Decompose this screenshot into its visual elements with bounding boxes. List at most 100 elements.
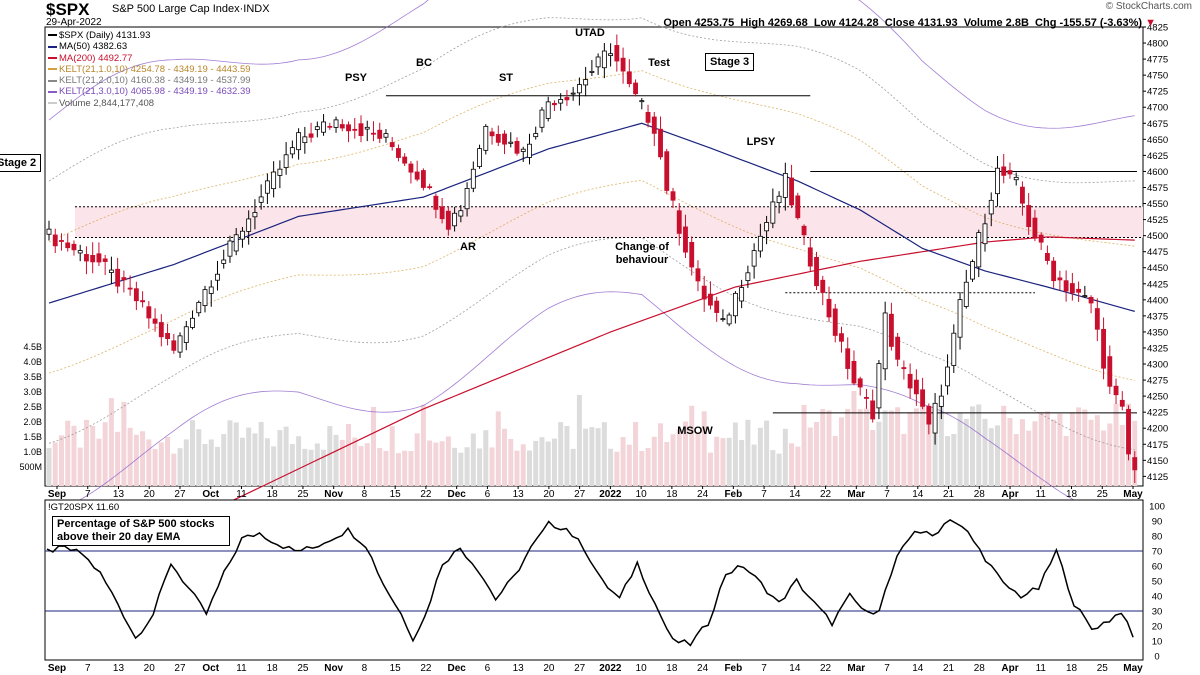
volume-bar [963,418,969,486]
volume-bar [820,409,826,486]
candle-body [452,212,458,227]
candle-body [127,287,133,290]
volume-tick-label: 4.5B [23,342,42,352]
candle-body [1101,328,1106,369]
volume-bar [96,438,102,486]
price-tick-label: 4550 [1147,199,1168,210]
candle-body [427,186,433,189]
candle-body [776,195,782,204]
price-tick-label: 4200 [1147,424,1168,435]
candle-body [470,168,476,189]
volume-bar [1069,412,1075,486]
x-tick-label: 8 [362,489,368,500]
volume-bar [127,427,133,486]
price-tick-label: 4775 [1147,55,1168,66]
candle-body [1107,356,1113,387]
x-tick-label: 20 [543,489,555,500]
volume-bar [77,447,83,486]
x-tick-label: 18 [267,663,279,674]
x-tick-label: 20 [543,663,555,674]
candle-body [1001,166,1007,176]
candle-body [864,397,869,399]
annotation-stage3: Stage 3 [705,53,755,71]
kelt1-band-upper [48,70,1135,247]
price-panel: 4125 4150 4175 4200 4225 4250 4275 4300 4325 4350… [19,0,1168,590]
x-tick-label: 7 [85,489,91,500]
price-tick-label: 4450 [1147,263,1168,274]
volume-bar [664,442,670,486]
volume-bar [202,443,208,486]
volume-bar [227,420,233,486]
candle-body [626,71,632,85]
support-resistance-zone [75,206,1143,238]
candle-body [439,206,445,220]
volume-bar [558,422,564,486]
volume-bar [102,422,108,486]
candle-body [1057,277,1063,281]
volume-bar [502,428,508,486]
volume-bar [377,447,383,486]
volume-bar [364,443,370,486]
annotation-stage2: Stage 2 [0,154,42,172]
price-tick-label: 4175 [1147,440,1168,451]
volume-bar [121,401,127,486]
volume-bar [976,404,982,486]
volume-bar [208,439,214,486]
candle-body [895,336,901,360]
x-tick-label: 25 [1097,663,1109,674]
volume-bar [945,436,951,486]
volume-bar [327,426,333,486]
x-tick-label: 27 [174,663,186,674]
indicator-tick-label: 30 [1152,607,1163,618]
volume-bar [982,418,988,486]
indicator-title: !GT20SPX 11.60 [48,502,120,513]
legend-swatch [48,68,57,71]
candle-body [601,50,607,69]
volume-bar [851,390,857,486]
volume-bar [620,437,626,486]
volume-bar [177,448,183,486]
annotation-test: Test [648,57,670,69]
credit: © StockCharts.com [1105,1,1192,12]
volume-bar [165,436,171,486]
candle-body [1044,252,1050,261]
volume-bar [1032,421,1038,486]
candle-body [1126,408,1131,455]
volume-bar [65,420,71,486]
volume-bar [433,442,439,486]
volume-bar [52,442,58,486]
candle-body [433,195,439,210]
volume-bar [1007,418,1013,486]
annotation-msow: MSOW [677,425,713,437]
kelt3-band-lower [48,291,1135,520]
volume-bar [539,437,545,486]
volume-bar [489,447,495,486]
legend-swatch [48,45,57,48]
kelt2-band-lower [48,236,1135,450]
volume-bar [988,428,994,486]
volume-bar [870,430,876,486]
volume-bar [826,410,832,486]
candle-body [458,210,464,217]
volume-bar [807,427,813,486]
indicator-tick-label: 20 [1152,622,1163,633]
x-tick-label: Mar [847,489,865,500]
indicator-tick-label: 80 [1152,532,1163,543]
volume-bar [670,434,676,486]
candle-body [764,222,770,232]
volume-bar [1094,415,1100,486]
candle-body [614,45,620,62]
candle-body [564,97,570,101]
price-tick-label: 4400 [1147,295,1168,306]
candle-body [882,312,888,370]
volume-bar [1026,430,1032,486]
candle-body [757,235,763,252]
candle-body [520,148,526,152]
candle-body [115,268,121,287]
x-tick-label: Oct [202,663,219,674]
x-tick-label: 10 [636,663,648,674]
indicator-tick-label: 40 [1152,592,1163,603]
candle-body [364,126,370,130]
x-tick-label: 27 [574,663,586,674]
indicator-tick-label: 50 [1152,577,1163,588]
